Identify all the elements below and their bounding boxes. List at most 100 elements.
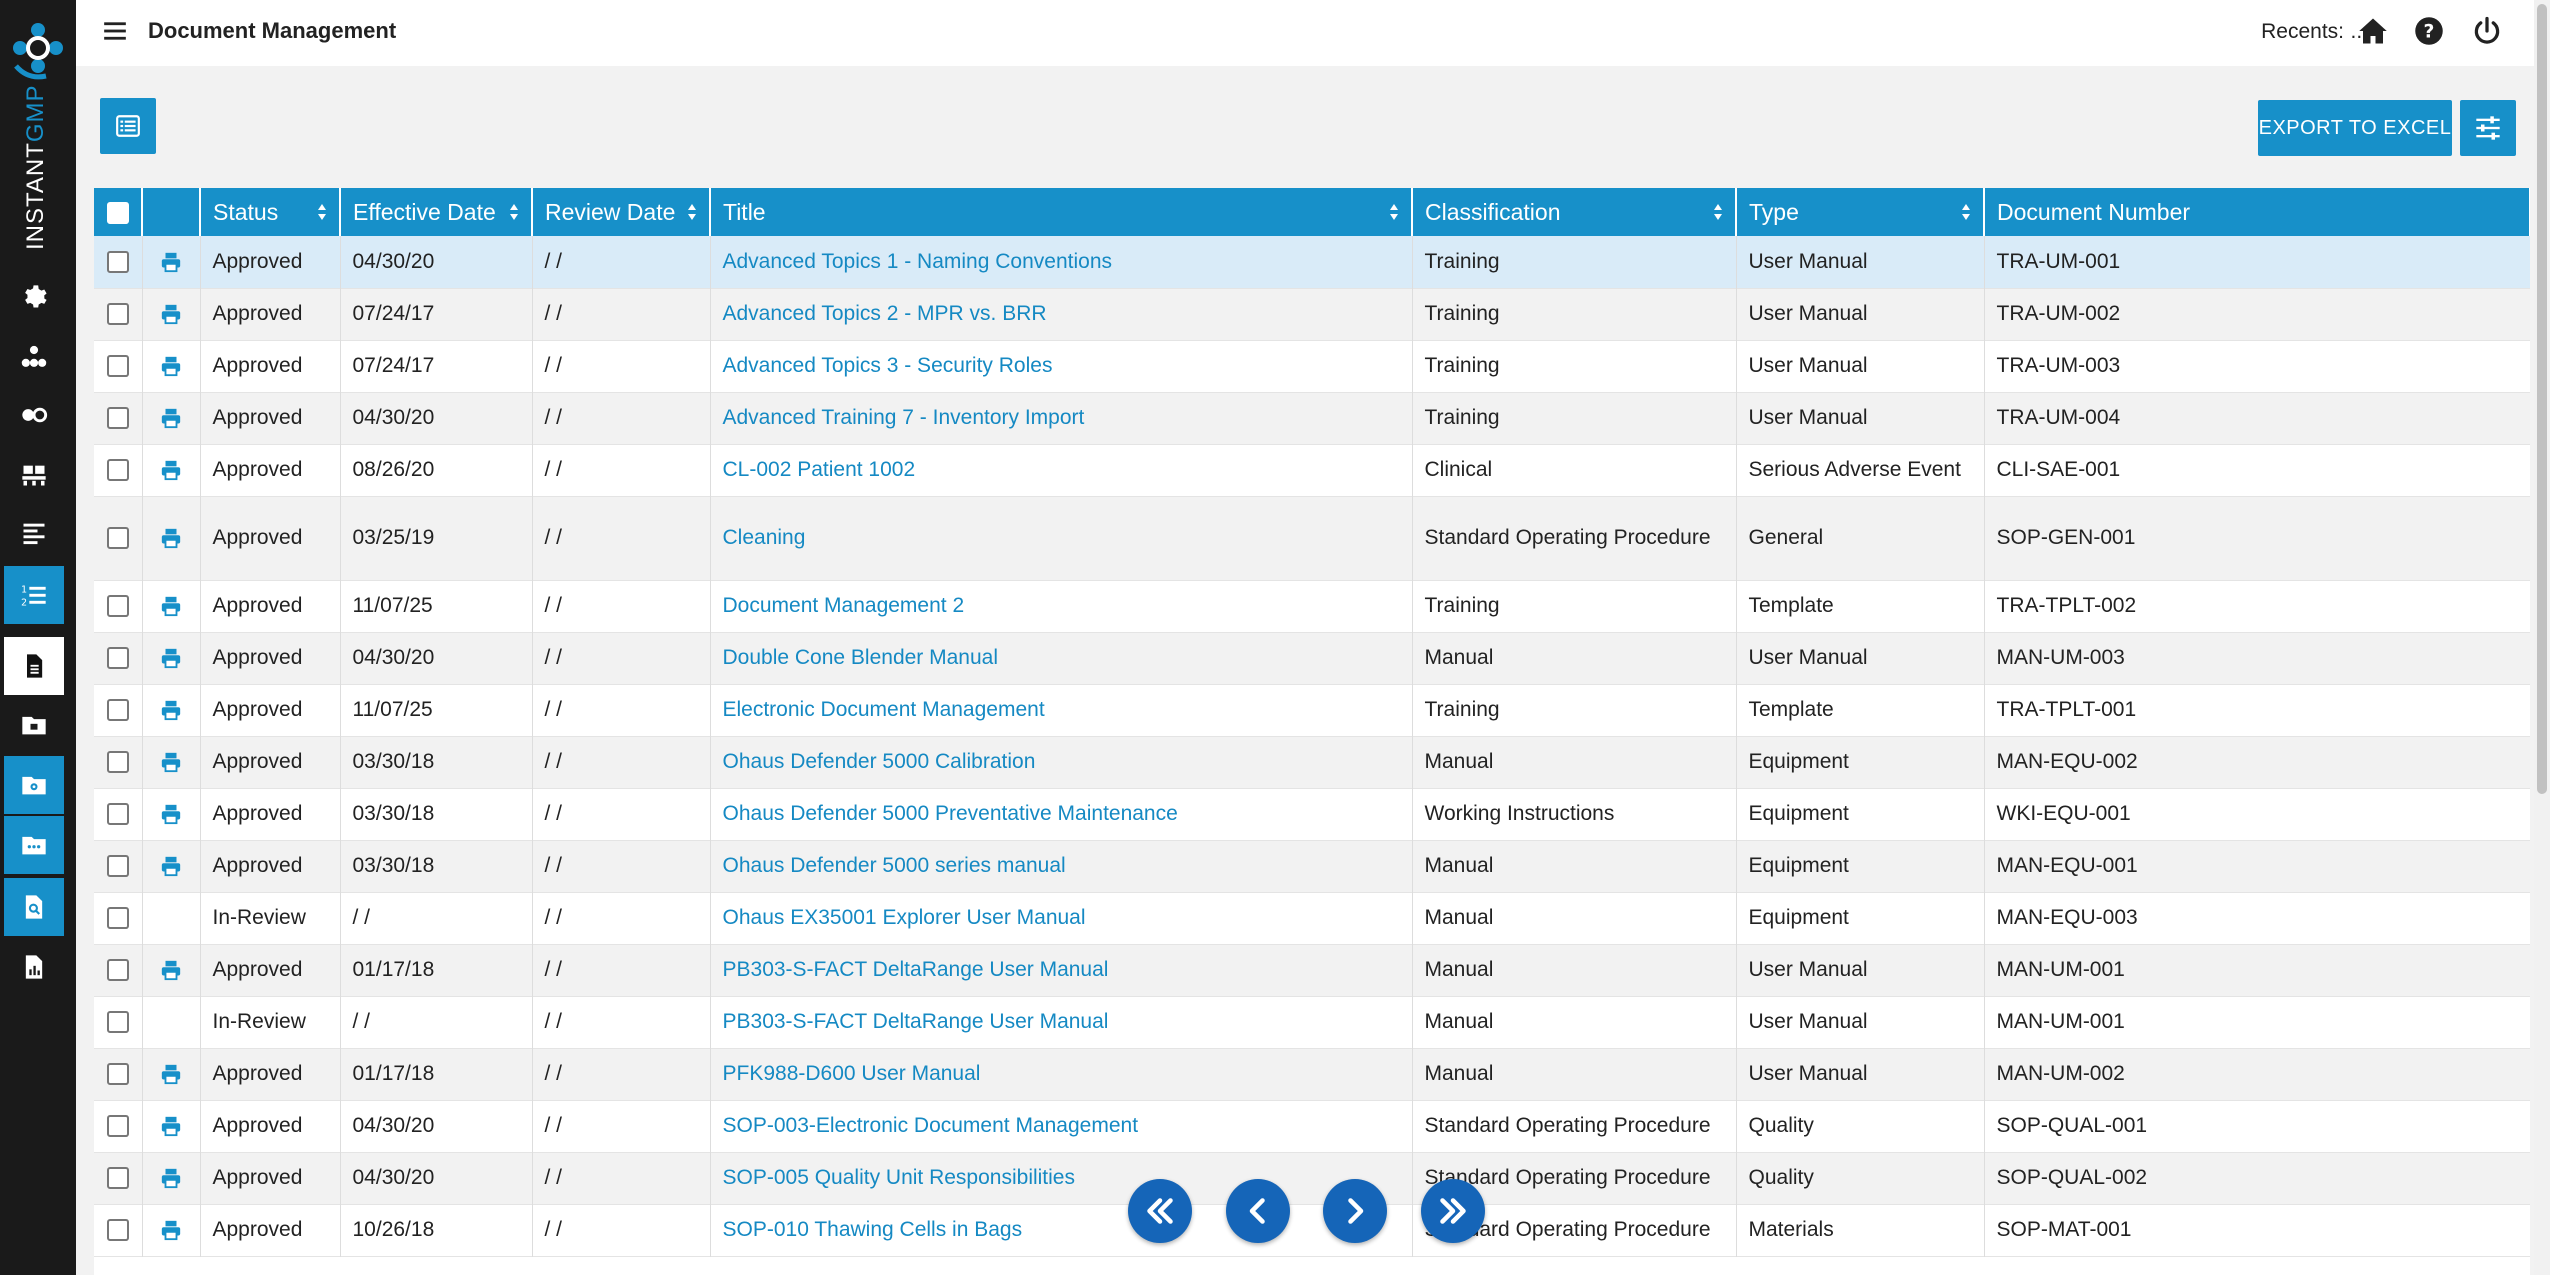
- title-link[interactable]: SOP-003-Electronic Document Management: [710, 1100, 1413, 1152]
- row-checkbox-cell[interactable]: [94, 580, 143, 632]
- table-row[interactable]: Approved 04/30/20/ / Advanced Training 7 -…: [94, 392, 2530, 444]
- table-row[interactable]: Approved 11/07/25/ / Electronic Document M…: [94, 684, 2530, 736]
- row-checkbox[interactable]: [106, 595, 129, 618]
- row-checkbox-cell[interactable]: [94, 1152, 143, 1204]
- table-row[interactable]: Approved 07/24/17/ / Advanced Topics 2 - M…: [94, 288, 2530, 340]
- row-checkbox[interactable]: [106, 699, 129, 722]
- column-header-effective-date[interactable]: Effective Date: [340, 188, 533, 236]
- table-row[interactable]: Approved 03/30/18/ / Ohaus Defender 5000 C…: [94, 736, 2530, 788]
- row-checkbox[interactable]: [106, 855, 129, 878]
- row-checkbox[interactable]: [106, 251, 129, 274]
- row-checkbox[interactable]: [106, 1011, 129, 1034]
- print-icon[interactable]: [160, 459, 182, 481]
- print-icon[interactable]: [160, 527, 182, 549]
- last-page-button[interactable]: [1421, 1179, 1485, 1243]
- hamburger-menu-icon[interactable]: [102, 18, 128, 44]
- print-cell[interactable]: [142, 444, 201, 496]
- print-icon[interactable]: [160, 355, 182, 377]
- title-link[interactable]: PB303-S-FACT DeltaRange User Manual: [710, 944, 1413, 996]
- sidebar-item-settings[interactable]: [4, 268, 64, 326]
- column-header-document-number[interactable]: Document Number: [1984, 188, 2530, 236]
- row-checkbox[interactable]: [106, 459, 129, 482]
- print-cell[interactable]: [142, 1100, 201, 1152]
- table-row[interactable]: Approved 08/26/20/ / CL-002 Patient 1002 Cl…: [94, 444, 2530, 496]
- list-view-button[interactable]: [100, 98, 156, 154]
- title-link[interactable]: Advanced Topics 1 - Naming Conventions: [710, 236, 1413, 288]
- title-link[interactable]: SOP-010 Thawing Cells in Bags: [710, 1204, 1413, 1256]
- table-row[interactable]: Approved 07/24/17/ / Advanced Topics 3 - S…: [94, 340, 2530, 392]
- filter-settings-button[interactable]: [2460, 100, 2516, 156]
- logout-button[interactable]: [2470, 14, 2504, 48]
- table-row[interactable]: Approved 04/30/20/ / Advanced Topics 1 - N…: [94, 236, 2530, 288]
- column-header-classification[interactable]: Classification: [1412, 188, 1737, 236]
- sidebar-item-search-files[interactable]: [4, 878, 64, 936]
- print-cell[interactable]: [142, 496, 201, 580]
- column-header-type[interactable]: Type: [1736, 188, 1985, 236]
- row-checkbox[interactable]: [106, 751, 129, 774]
- print-cell[interactable]: [142, 1204, 201, 1256]
- row-checkbox[interactable]: [106, 959, 129, 982]
- sidebar-item-records[interactable]: [4, 504, 64, 562]
- row-checkbox[interactable]: [106, 1115, 129, 1138]
- print-icon[interactable]: [160, 699, 182, 721]
- print-icon[interactable]: [160, 1167, 182, 1189]
- title-link[interactable]: Ohaus Defender 5000 Preventative Mainten…: [710, 788, 1413, 840]
- row-checkbox[interactable]: [106, 647, 129, 670]
- print-icon[interactable]: [160, 1115, 182, 1137]
- print-cell[interactable]: [142, 288, 201, 340]
- print-icon[interactable]: [160, 595, 182, 617]
- previous-page-button[interactable]: [1226, 1179, 1290, 1243]
- row-checkbox-cell[interactable]: [94, 788, 143, 840]
- print-icon[interactable]: [160, 751, 182, 773]
- column-header-status[interactable]: Status: [200, 188, 341, 236]
- print-cell[interactable]: [142, 340, 201, 392]
- title-link[interactable]: Document Management 2: [710, 580, 1413, 632]
- row-checkbox[interactable]: [106, 355, 129, 378]
- title-link[interactable]: PFK988-D600 User Manual: [710, 1048, 1413, 1100]
- sidebar-item-inventory[interactable]: [4, 446, 64, 504]
- row-checkbox-cell[interactable]: [94, 340, 143, 392]
- sidebar-item-materials[interactable]: [4, 386, 64, 444]
- table-row[interactable]: Approved 10/26/18/ / SOP-010 Thawing Cells…: [94, 1204, 2530, 1256]
- sidebar-item-folder-more[interactable]: [4, 816, 64, 874]
- row-checkbox[interactable]: [106, 803, 129, 826]
- sidebar-item-documents[interactable]: [4, 637, 64, 695]
- row-checkbox-cell[interactable]: [94, 996, 143, 1048]
- print-icon[interactable]: [160, 251, 182, 273]
- print-cell[interactable]: [142, 236, 201, 288]
- home-button[interactable]: [2356, 14, 2390, 48]
- print-cell[interactable]: [142, 736, 201, 788]
- help-button[interactable]: ?: [2412, 14, 2446, 48]
- title-link[interactable]: Ohaus Defender 5000 series manual: [710, 840, 1413, 892]
- sidebar-item-folder-settings[interactable]: [4, 756, 64, 814]
- first-page-button[interactable]: [1128, 1179, 1192, 1243]
- row-checkbox[interactable]: [106, 1219, 129, 1242]
- print-cell[interactable]: [142, 944, 201, 996]
- table-row[interactable]: In-Review / / / / Ohaus EX35001 Explorer Us…: [94, 892, 2530, 944]
- select-all-checkbox[interactable]: [106, 202, 129, 225]
- sidebar-item-reports[interactable]: [4, 938, 64, 996]
- row-checkbox[interactable]: [106, 303, 129, 326]
- sidebar-item-org[interactable]: [4, 328, 64, 386]
- title-link[interactable]: Electronic Document Management: [710, 684, 1413, 736]
- next-page-button[interactable]: [1323, 1179, 1387, 1243]
- scrollbar-thumb[interactable]: [2537, 4, 2547, 794]
- table-row[interactable]: Approved 03/30/18/ / Ohaus Defender 5000 P…: [94, 788, 2530, 840]
- print-cell[interactable]: [142, 1152, 201, 1204]
- row-checkbox-cell[interactable]: [94, 444, 143, 496]
- table-row[interactable]: Approved 11/07/25/ / Document Management 2…: [94, 580, 2530, 632]
- row-checkbox-cell[interactable]: [94, 944, 143, 996]
- table-row[interactable]: In-Review / / / / PB303-S-FACT DeltaRange U…: [94, 996, 2530, 1048]
- print-icon[interactable]: [160, 647, 182, 669]
- title-link[interactable]: Cleaning: [710, 496, 1413, 580]
- row-checkbox-cell[interactable]: [94, 1204, 143, 1256]
- row-checkbox-cell[interactable]: [94, 392, 143, 444]
- row-checkbox-cell[interactable]: [94, 632, 143, 684]
- title-link[interactable]: Advanced Topics 2 - MPR vs. BRR: [710, 288, 1413, 340]
- row-checkbox-cell[interactable]: [94, 684, 143, 736]
- row-checkbox-cell[interactable]: [94, 288, 143, 340]
- table-row[interactable]: Approved 04/30/20/ / SOP-005 Quality Unit …: [94, 1152, 2530, 1204]
- title-link[interactable]: SOP-005 Quality Unit Responsibilities: [710, 1152, 1413, 1204]
- table-row[interactable]: Approved 04/30/20/ / SOP-003-Electronic Do…: [94, 1100, 2530, 1152]
- row-checkbox-cell[interactable]: [94, 736, 143, 788]
